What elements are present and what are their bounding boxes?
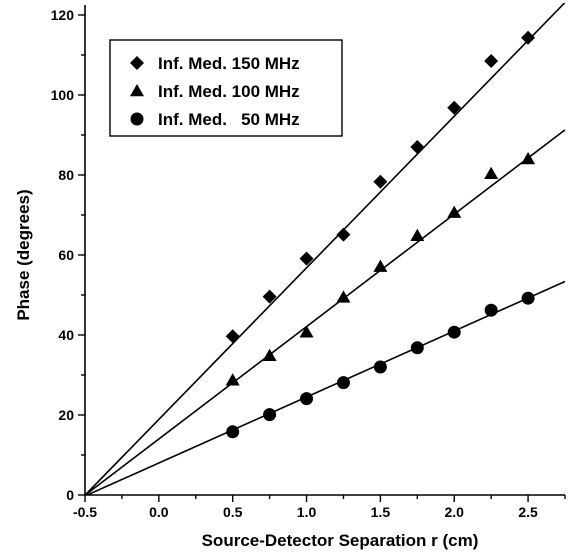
data-point-circle (336, 376, 350, 390)
x-tick-label: 0.0 (149, 504, 169, 520)
data-point-triangle (484, 166, 499, 180)
y-tick-label: 120 (51, 7, 75, 23)
data-point-triangle (410, 228, 425, 242)
legend-marker-diamond (130, 56, 144, 70)
x-tick-label: 1.5 (371, 504, 391, 520)
y-tick-label: 80 (58, 167, 74, 183)
data-point-circle (373, 360, 387, 374)
data-point-circle (226, 425, 240, 439)
legend-marker-circle (130, 112, 144, 126)
data-point-diamond (299, 251, 314, 266)
data-point-diamond (447, 100, 462, 115)
data-point-circle (521, 291, 535, 305)
data-point-circle (484, 303, 498, 317)
y-tick-label: 100 (51, 87, 75, 103)
data-point-diamond (262, 289, 277, 304)
fit-lines (85, 3, 565, 495)
data-point-triangle (262, 348, 277, 362)
y-tick-label: 0 (66, 487, 74, 503)
data-point-circle (447, 325, 461, 339)
data-point-triangle (225, 373, 240, 386)
y-tick-label: 60 (58, 247, 74, 263)
x-tick-label: 2.5 (518, 504, 538, 520)
y-tick-label: 40 (58, 327, 74, 343)
data-point-diamond (410, 140, 425, 154)
x-tick-label: 2.0 (444, 504, 464, 520)
axes: -0.5 0.0 0.5 1.0 1.5 2.0 2.5 0 20 40 60 80 100 120 (51, 5, 566, 520)
legend-label: Inf. Med. 150 MHz (158, 54, 300, 73)
data-point-triangle (373, 259, 388, 272)
data-point-diamond (484, 54, 499, 68)
legend: Inf. Med. 150 MHz Inf. Med. 100 MHz Inf. M… (109, 39, 343, 137)
data-point-diamond (225, 329, 240, 344)
data-point-triangle (447, 205, 462, 218)
data-point-circle (300, 392, 314, 406)
data-markers (225, 30, 536, 439)
x-tick-label: -0.5 (73, 504, 97, 520)
data-point-triangle (336, 290, 351, 303)
legend-label: Inf. Med. 50 MHz (158, 110, 300, 129)
data-point-diamond (521, 30, 536, 45)
y-tick-label: 20 (58, 407, 74, 423)
x-tick-label: 1.0 (297, 504, 317, 520)
fit-line-diamond (85, 3, 565, 495)
legend-box (109, 39, 343, 137)
data-point-circle (263, 408, 277, 422)
legend-marker-triangle (130, 84, 144, 97)
fit-line-circle (85, 280, 565, 495)
data-point-triangle (299, 325, 314, 338)
legend-label: Inf. Med. 100 MHz (158, 82, 300, 101)
fit-line-triangle (85, 129, 565, 495)
data-point-diamond (336, 227, 351, 242)
data-point-diamond (373, 174, 388, 189)
x-axis-title: Source-Detector Separation r (cm) (202, 531, 479, 550)
y-axis-title: Phase (degrees) (14, 189, 33, 320)
x-tick-label: 0.5 (223, 504, 243, 520)
data-point-triangle (521, 152, 536, 165)
data-point-circle (410, 341, 424, 355)
